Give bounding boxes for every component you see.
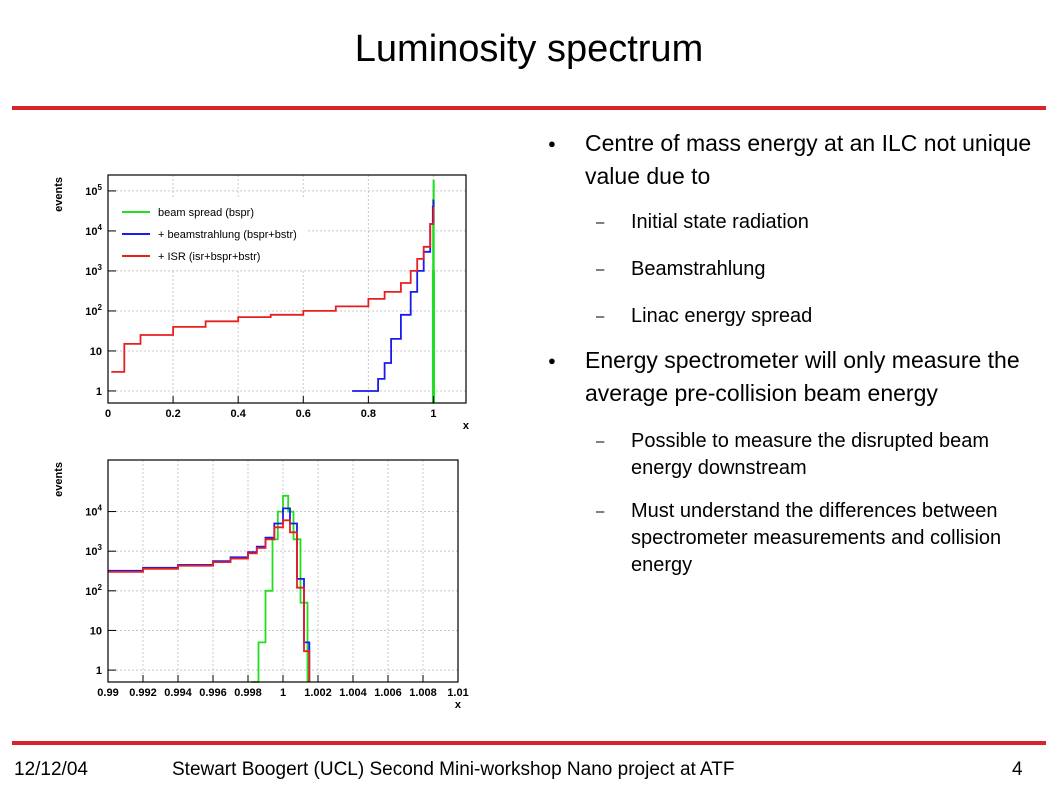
y-tick-label: 10 [90,625,102,637]
legend-label: + ISR (isr+bspr+bstr) [158,251,260,263]
bullet-text: Must understand the differences between … [631,500,1002,576]
x-tick-label: 0.2 [165,408,180,420]
y-tick-label: 104 [85,504,102,519]
luminosity-plot-zoom: 0.99 0.992 0.994 0.996 0.998 1 1.002 1.004 1.006… [48,450,473,718]
footer-divider [12,741,1046,745]
bullet-level2: – Initial state radiation [548,209,1048,236]
bullet-text: Possible to measure the disrupted beam e… [631,430,989,479]
series-line-2 [108,519,311,682]
plot-full-range-svg: 0 0.2 0.4 0.6 0.8 1 1 10 102 103 104 105 x events beam… [53,174,470,432]
bullet-dash-icon: – [596,214,605,231]
slide-title: Luminosity spectrum [354,28,704,70]
title-divider [12,106,1046,110]
bullet-dot-icon: ● [548,353,556,368]
bullet-text: Initial state radiation [631,211,809,233]
x-tick-label: 1 [430,408,436,420]
x-tick-label: 0.8 [361,408,376,420]
x-tick-label: 1.01 [447,687,468,699]
bullet-text: Beamstrahlung [631,258,766,280]
y-tick-label: 10 [90,346,102,358]
y-axis-label: events [53,177,65,212]
x-tick-label: 0.6 [296,408,311,420]
plot-zoom-svg: 0.99 0.992 0.994 0.996 0.998 1 1.002 1.004 1.006… [53,459,469,711]
x-tick-label: 0.994 [164,687,192,699]
x-tick-label: 1.004 [339,687,367,699]
bullet-level1: ● Centre of mass energy at an ILC not un… [548,127,1048,193]
y-axis-label: events [53,462,65,497]
y-tick-label: 102 [85,303,102,318]
y-tick-label: 102 [85,583,102,598]
bullet-dash-icon: – [596,503,605,520]
x-tick-label: 0.4 [231,408,247,420]
y-tick-label: 104 [85,223,102,238]
x-tick-label: 0.992 [129,687,157,699]
x-axis-label: x [455,699,462,711]
y-tick-label: 1 [96,386,102,398]
x-tick-label: 0.996 [199,687,227,699]
x-tick-label: 0.99 [97,687,118,699]
x-tick-label: 1.008 [409,687,437,699]
luminosity-plot-full-range: 0 0.2 0.4 0.6 0.8 1 1 10 102 103 104 105 x events beam… [48,160,473,445]
legend-label: + beamstrahlung (bspr+bstr) [158,229,297,241]
y-tick-label: 105 [85,183,102,198]
page-number: 4 [1012,759,1023,780]
bullet-dash-icon: – [596,261,605,278]
bullet-dash-icon: – [596,308,605,325]
bullet-text: Centre of mass energy at an ILC not uniq… [585,130,1032,189]
x-tick-label: 1 [280,687,286,699]
bullet-dot-icon: ● [548,136,556,151]
x-tick-label: 1.006 [374,687,402,699]
x-tick-label: 0 [105,408,111,420]
bullet-text: Linac energy spread [631,305,813,327]
bullet-level2: – Possible to measure the disrupted beam… [548,428,1048,482]
bullet-level2: – Linac energy spread [548,303,1048,330]
x-tick-label: 1.002 [304,687,332,699]
bullet-dash-icon: – [596,433,605,450]
footer-date: 12/12/04 [14,759,88,780]
bullet-level1: ● Energy spectrometer will only measure … [548,344,1048,410]
footer-presenter: Stewart Boogert (UCL) Second Mini-worksh… [172,759,735,780]
bullet-list: ● Centre of mass energy at an ILC not un… [548,127,1048,579]
y-tick-label: 103 [85,263,102,278]
bullet-text: Energy spectrometer will only measure th… [585,347,1020,406]
plot-frame [107,174,467,404]
x-axis-label: x [463,420,470,432]
y-tick-label: 1 [96,665,102,677]
series-line-2 [111,206,435,373]
y-tick-label: 103 [85,543,102,558]
bullet-level2: – Beamstrahlung [548,256,1048,283]
legend-label: beam spread (bspr) [158,207,254,219]
bullet-level2: – Must understand the differences betwee… [548,498,1048,579]
x-tick-label: 0.998 [234,687,262,699]
